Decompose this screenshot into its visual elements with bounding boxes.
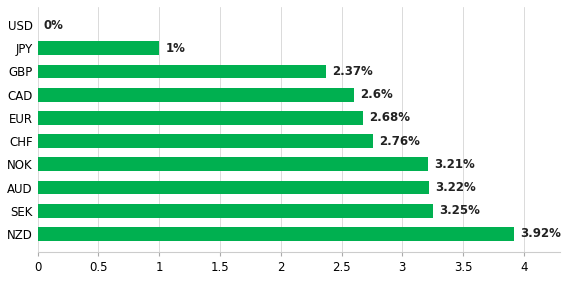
Text: 3.21%: 3.21% bbox=[434, 158, 475, 171]
Bar bbox=[38, 134, 373, 148]
Text: 2.37%: 2.37% bbox=[332, 65, 373, 78]
Text: 0%: 0% bbox=[44, 19, 64, 31]
Bar bbox=[38, 65, 325, 78]
Bar bbox=[38, 181, 429, 194]
Bar bbox=[38, 111, 363, 125]
Text: 3.92%: 3.92% bbox=[520, 227, 561, 241]
Text: 2.6%: 2.6% bbox=[360, 88, 393, 101]
Text: 1%: 1% bbox=[165, 42, 185, 55]
Bar bbox=[38, 157, 428, 171]
Text: 2.68%: 2.68% bbox=[370, 111, 410, 124]
Text: 3.22%: 3.22% bbox=[435, 181, 476, 194]
Bar bbox=[38, 41, 159, 55]
Bar bbox=[38, 227, 514, 241]
Bar bbox=[38, 204, 433, 218]
Text: 2.76%: 2.76% bbox=[379, 135, 420, 148]
Text: 3.25%: 3.25% bbox=[439, 204, 480, 217]
Bar bbox=[38, 88, 354, 102]
